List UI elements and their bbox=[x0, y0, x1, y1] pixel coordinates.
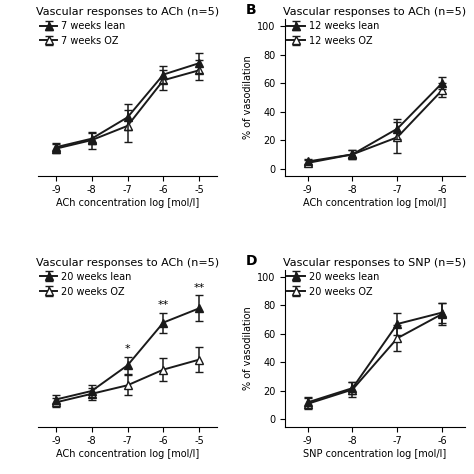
X-axis label: SNP concentration log [mol/l]: SNP concentration log [mol/l] bbox=[303, 449, 447, 459]
Title: Vascular responses to ACh (n=5): Vascular responses to ACh (n=5) bbox=[36, 258, 219, 268]
Text: *: * bbox=[125, 344, 130, 354]
X-axis label: ACh concentration log [mol/l]: ACh concentration log [mol/l] bbox=[56, 198, 199, 208]
Legend: 7 weeks lean, 7 weeks OZ: 7 weeks lean, 7 weeks OZ bbox=[40, 21, 126, 46]
Legend: 12 weeks lean, 12 weeks OZ: 12 weeks lean, 12 weeks OZ bbox=[287, 21, 379, 46]
Title: Vascular responses to ACh (n=5): Vascular responses to ACh (n=5) bbox=[283, 7, 466, 17]
Title: Vascular responses to ACh (n=5): Vascular responses to ACh (n=5) bbox=[36, 7, 219, 17]
Text: B: B bbox=[246, 3, 256, 17]
Text: D: D bbox=[246, 254, 257, 268]
X-axis label: ACh concentration log [mol/l]: ACh concentration log [mol/l] bbox=[303, 198, 447, 208]
Y-axis label: % of vasodilation: % of vasodilation bbox=[243, 55, 253, 139]
Legend: 20 weeks lean, 20 weeks OZ: 20 weeks lean, 20 weeks OZ bbox=[40, 272, 132, 297]
Text: **: ** bbox=[193, 283, 205, 292]
Title: Vascular responses to SNP (n=5): Vascular responses to SNP (n=5) bbox=[283, 258, 466, 268]
Text: **: ** bbox=[158, 300, 169, 310]
X-axis label: ACh concentration log [mol/l]: ACh concentration log [mol/l] bbox=[56, 449, 199, 459]
Y-axis label: % of vasodilation: % of vasodilation bbox=[243, 306, 253, 390]
Legend: 20 weeks lean, 20 weeks OZ: 20 weeks lean, 20 weeks OZ bbox=[287, 272, 379, 297]
